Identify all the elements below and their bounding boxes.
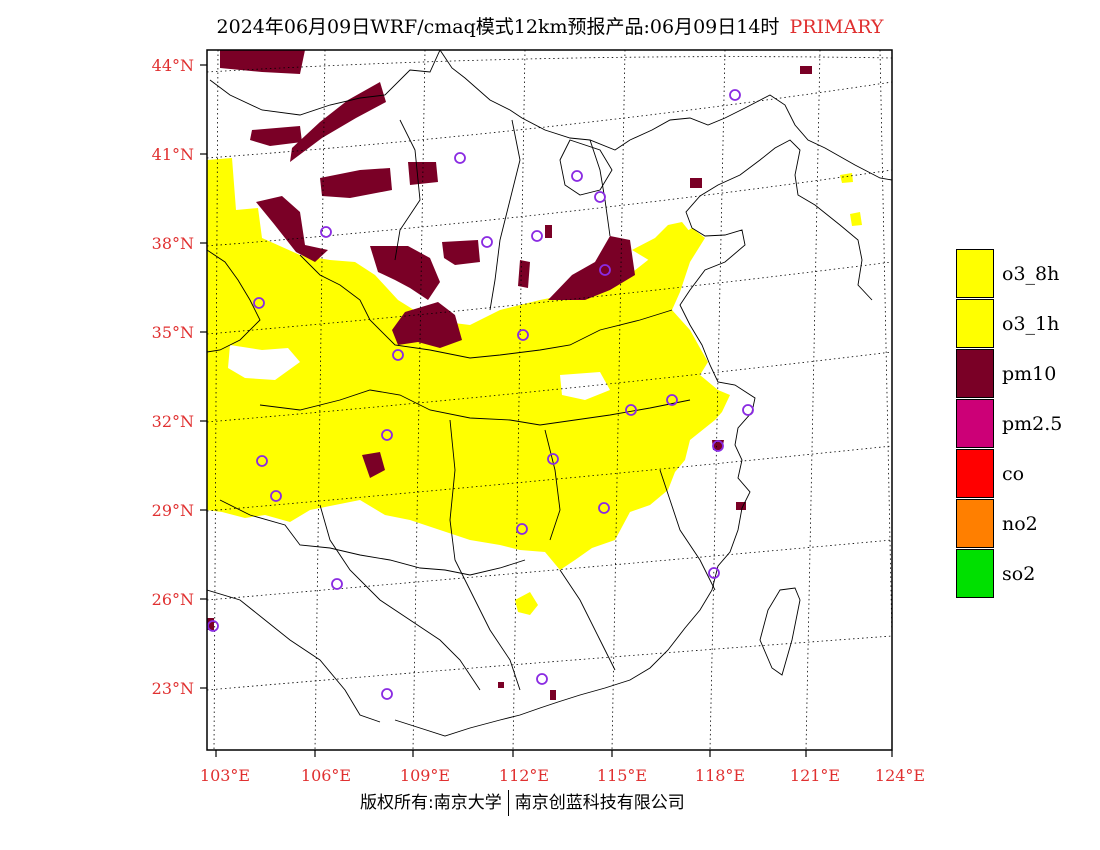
legend-swatch [956,499,994,548]
lat-label: 23°N [152,679,194,698]
lat-label: 38°N [152,234,194,253]
lon-label: 112°E [499,766,549,785]
lat-label: 44°N [152,56,194,75]
lon-label: 109°E [400,766,450,785]
axis-ticks [200,64,893,757]
lat-labels: 44°N 41°N 38°N 35°N 32°N 29°N 26°N 23°N [152,56,194,698]
lat-label: 32°N [152,412,194,431]
o3-area-south [515,592,538,615]
legend-label: o3_1h [1002,313,1060,335]
legend-swatch [956,449,994,498]
boundary-lines [207,50,892,737]
lon-label: 118°E [695,766,745,785]
legend-label: pm10 [1002,363,1057,385]
lat-label: 26°N [152,590,194,609]
legend-label: pm2.5 [1002,413,1063,435]
title-main: 2024年06月09日WRF/cmaq模式12km预报产品:06月09日14时 [216,16,780,38]
copyright-right: 南京创蓝科技有限公司 [514,793,685,813]
lat-label: 41°N [152,145,194,164]
legend-swatch [956,399,994,448]
legend-swatch [956,349,994,398]
lat-label: 29°N [152,501,194,520]
lon-label: 121°E [790,766,840,785]
map-frame [206,49,893,751]
lon-label: 124°E [875,766,925,785]
o3-area-hebei [632,222,690,262]
lat-label: 35°N [152,323,194,342]
legend-label: no2 [1002,513,1038,535]
legend-label: co [1002,463,1025,485]
o3-area-liaoning [840,173,862,226]
legend-swatch [956,549,994,598]
legend-swatch [956,249,994,298]
lon-label: 106°E [301,766,351,785]
lon-label: 115°E [597,766,647,785]
lon-labels: 103°E 106°E 109°E 112°E 115°E 118°E 121°… [200,766,925,785]
legend-swatch [956,299,994,348]
copyright-left: 版权所有:南京大学 [360,793,502,813]
footer-separator [507,790,509,816]
copyright-footer: 版权所有:南京大学 南京创蓝科技有限公司 [360,788,685,816]
legend-label: so2 [1002,563,1036,585]
o3-area-sw-gap [228,345,300,380]
map-title: 2024年06月09日WRF/cmaq模式12km预报产品:06月09日14时 P… [0,12,1100,39]
title-tag: PRIMARY [789,16,884,38]
o3-area-sw-gap2 [560,372,610,400]
graticule-parallels [207,56,892,691]
o3-area-main [207,158,730,570]
lon-label: 103°E [200,766,250,785]
legend-label: o3_8h [1002,263,1060,285]
pm10-areas [207,50,812,700]
graticule-meridians [213,50,892,750]
station-markers [207,89,754,700]
